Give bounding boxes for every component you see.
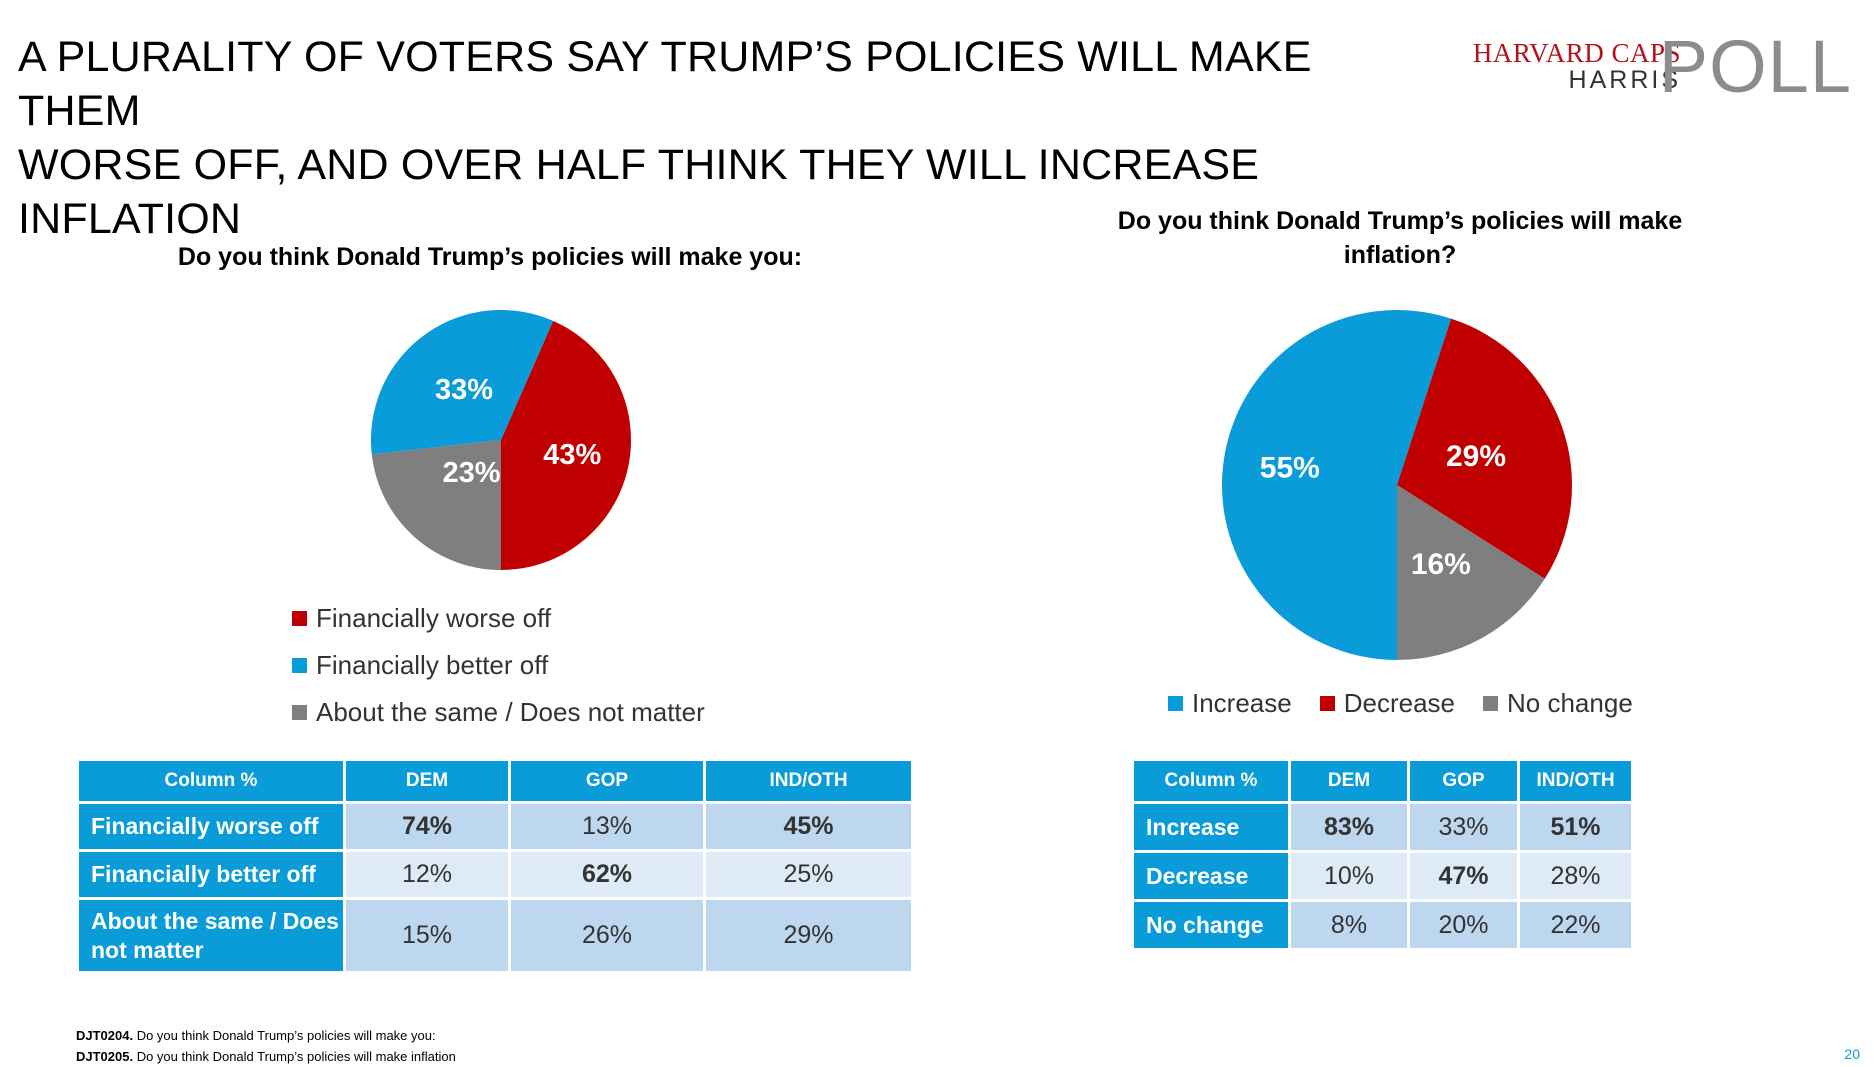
table-cell: 25% — [703, 849, 914, 900]
page-number: 20 — [1844, 1046, 1860, 1062]
chart2-legend: Increase Decrease No change — [1168, 688, 1661, 719]
pie-slice-increase — [1222, 309, 1452, 660]
column-header: IND/OTH — [1517, 758, 1634, 804]
title-line-1: A PLURALITY OF VOTERS SAY TRUMP’S POLICI… — [18, 33, 1312, 135]
legend-swatch-blue — [1168, 696, 1183, 711]
table-cell: 26% — [508, 897, 706, 974]
chart2-title: Do you think Donald Trump’s policies wil… — [1090, 204, 1710, 272]
table-cell: 51% — [1517, 801, 1634, 853]
table-cell: 33% — [1407, 801, 1520, 853]
table-cell: 62% — [508, 849, 706, 900]
table-cell: 22% — [1517, 899, 1634, 951]
table-cell: 28% — [1517, 850, 1634, 902]
legend-label: No change — [1507, 688, 1633, 718]
pie-data-label: 29% — [1446, 440, 1506, 473]
crosstab-inflation: Column % DEM GOP IND/OTH Increase 83% 33… — [1131, 758, 1634, 951]
legend-label: Financially better off — [316, 650, 549, 680]
row-label: No change — [1131, 899, 1291, 951]
table-cell: 10% — [1288, 850, 1410, 902]
row-label: Financially worse off — [76, 801, 346, 852]
column-header: DEM — [343, 758, 511, 804]
pie-slice-financially-better-off — [370, 310, 554, 455]
pie-chart-inflation: 55% 29% 16% — [1222, 309, 1572, 660]
row-label: Decrease — [1131, 850, 1291, 902]
legend-item-same: About the same / Does not matter — [292, 689, 705, 736]
footnote-text: Do you think Donald Trump’s policies wil… — [133, 1049, 456, 1064]
column-header: GOP — [1407, 758, 1520, 804]
row-label: About the same / Does not matter — [76, 897, 346, 974]
legend-item-better: Financially better off — [292, 642, 705, 689]
table-cell: 74% — [343, 801, 511, 852]
legend-item-increase: Increase — [1168, 688, 1292, 719]
table-cell: 8% — [1288, 899, 1410, 951]
legend-swatch-blue — [292, 658, 307, 673]
legend-label: Increase — [1192, 688, 1292, 718]
footnote-2: DJT0205. Do you think Donald Trump’s pol… — [76, 1049, 456, 1064]
column-header: Column % — [76, 758, 346, 804]
pie-slice-decrease — [1397, 318, 1572, 579]
legend-swatch-gray — [1483, 696, 1499, 711]
pie-data-label: 33% — [435, 374, 493, 406]
pie-chart-financial: 43% 33% 23% — [370, 310, 631, 570]
legend-swatch-gray — [292, 705, 307, 720]
table-cell: 29% — [703, 897, 914, 974]
page-title: A PLURALITY OF VOTERS SAY TRUMP’S POLICI… — [18, 30, 1418, 246]
table-row: Financially worse off 74% 13% 45% — [76, 801, 914, 852]
table-cell: 45% — [703, 801, 914, 852]
legend-swatch-red — [1319, 696, 1335, 711]
pie-slice-about-the-same-does-not-matter — [371, 440, 501, 570]
pie-data-label: 23% — [443, 457, 501, 489]
legend-item-decrease: Decrease — [1319, 688, 1456, 719]
table-row: No change 8% 20% 22% — [1131, 899, 1634, 951]
chart1-title: Do you think Donald Trump’s policies wil… — [177, 243, 803, 271]
column-header: Column % — [1131, 758, 1291, 804]
table-row: About the same / Does not matter 15% 26%… — [76, 897, 914, 974]
legend-item-no-change: No change — [1483, 688, 1633, 719]
table-cell: 47% — [1407, 850, 1520, 902]
logo-line-1: HARVARD CAPS — [1472, 38, 1681, 68]
logo-line-2: HARRIS — [1568, 66, 1681, 94]
pie-slice-no-change — [1397, 485, 1545, 660]
footnote-1: DJT0204. Do you think Donald Trump’s pol… — [76, 1028, 436, 1043]
legend-label: About the same / Does not matter — [316, 697, 705, 727]
chart2-title-line-2: inflation? — [1343, 241, 1457, 269]
pie-slice-financially-worse-off — [501, 320, 631, 570]
footnote-text: Do you think Donald Trump’s policies wil… — [133, 1028, 436, 1043]
row-label: Increase — [1131, 801, 1291, 853]
pie-data-label: 43% — [543, 439, 601, 471]
legend-swatch-red — [292, 611, 307, 626]
table-cell: 15% — [343, 897, 511, 974]
legend-label: Financially worse off — [316, 603, 552, 633]
logo-line-3: POLL — [1658, 25, 1852, 108]
row-label: Financially better off — [76, 849, 346, 900]
table-cell: 13% — [508, 801, 706, 852]
table-row: Increase 83% 33% 51% — [1131, 801, 1634, 853]
column-header: GOP — [508, 758, 706, 804]
pie-data-label: 16% — [1411, 548, 1471, 581]
table-row: Decrease 10% 47% 28% — [1131, 850, 1634, 902]
footnote-code: DJT0205. — [76, 1049, 134, 1064]
chart2-title-line-1: Do you think Donald Trump’s policies wil… — [1117, 207, 1683, 235]
harvard-caps-harris-poll-logo: HARVARD CAPS HARRIS POLL — [1460, 30, 1860, 104]
table-cell: 83% — [1288, 801, 1410, 853]
legend-label: Decrease — [1343, 688, 1456, 718]
table-cell: 20% — [1407, 899, 1520, 951]
title-line-2: WORSE OFF, AND OVER HALF THINK THEY WILL… — [18, 141, 1260, 243]
column-header: DEM — [1288, 758, 1410, 804]
chart1-legend: Financially worse off Financially better… — [292, 595, 705, 736]
legend-item-worse: Financially worse off — [292, 595, 705, 642]
column-header: IND/OTH — [703, 758, 914, 804]
crosstab-financial: Column % DEM GOP IND/OTH Financially wor… — [76, 758, 914, 974]
footnote-code: DJT0204. — [76, 1028, 134, 1043]
pie-data-label: 55% — [1260, 452, 1320, 485]
table-cell: 12% — [343, 849, 511, 900]
table-row: Financially better off 12% 62% 25% — [76, 849, 914, 900]
